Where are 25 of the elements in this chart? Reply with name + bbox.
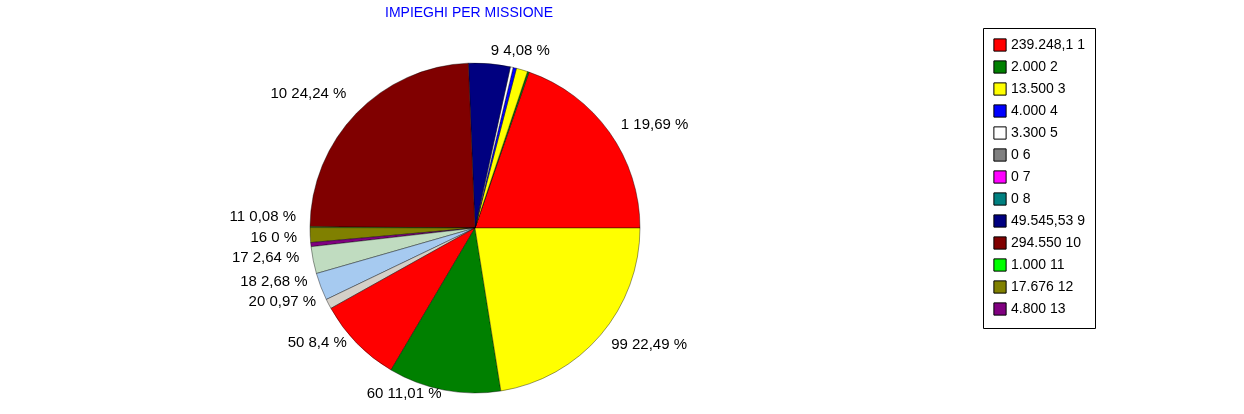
legend-label: 4.000 4 — [1011, 102, 1058, 118]
legend-label: 0 8 — [1011, 190, 1031, 206]
data-label: 60 11,01 % — [366, 384, 442, 401]
legend-label: 17.676 12 — [1011, 278, 1074, 294]
data-label: 10 24,24 % — [270, 83, 347, 101]
text: 16 0 % — [250, 228, 298, 246]
legend-label: 1.000 11 — [1011, 256, 1065, 272]
legend-label: 239.248,1 1 — [1011, 36, 1086, 52]
legend-label: 3.300 5 — [1011, 124, 1058, 140]
data-label: 11 0,08 % — [229, 207, 296, 225]
legend-label: 4.800 13 — [1011, 300, 1066, 316]
legend-label: 294.550 10 — [1011, 234, 1082, 250]
legend-label: 0 7 — [1011, 168, 1031, 184]
legend-label: 2.000 2 — [1011, 58, 1058, 74]
data-label: 18 2,68 % — [240, 271, 308, 289]
data-label: 17 2,64 % — [231, 248, 300, 266]
data-label: 1 19,69 % — [620, 115, 689, 133]
data-label: 9 4,08 % — [490, 40, 550, 58]
chart-title: IMPIEGHI PER MISSIONE — [385, 3, 554, 20]
data-label: 20 0,97 % — [248, 291, 317, 309]
legend-label: 13.500 3 — [1011, 80, 1066, 96]
data-label: 99 22,49 % — [611, 335, 688, 353]
data-label: 50 8,4 % — [287, 333, 347, 351]
legend-label: 0 6 — [1011, 146, 1031, 162]
legend-label: 49.545,53 9 — [1011, 212, 1086, 228]
